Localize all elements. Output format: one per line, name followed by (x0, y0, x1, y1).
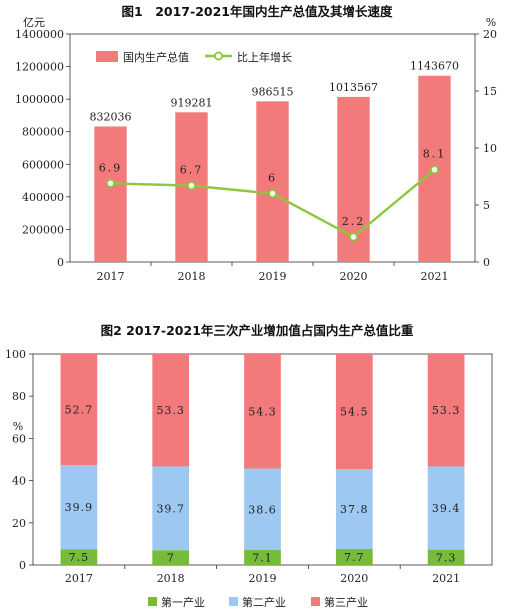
chart1-right-tick-label: 10 (483, 142, 497, 155)
chart1-left-tick-label: 1000000 (15, 93, 64, 106)
share-data-label: 39.9 (65, 501, 94, 514)
chart2-y-tick-label: 20 (12, 517, 26, 530)
share-data-label: 52.7 (65, 403, 94, 416)
legend-label: 第三产业 (324, 595, 368, 609)
share-bar-segment (335, 468, 373, 549)
gdp-growth-chart: 图1 2017-2021年国内生产总值及其增长速度 亿元 % 0 200000 40… (15, 4, 497, 283)
chart1-left-tick-label: 400000 (22, 191, 64, 204)
growth-point (267, 189, 277, 199)
gdp-data-label: 919281 (171, 96, 213, 109)
chart1-right-tick-label: 15 (483, 85, 497, 98)
gdp-data-label: 832036 (90, 110, 132, 123)
growth-point (348, 232, 358, 242)
share-bar-segment (335, 548, 373, 565)
gdp-data-label: 1013567 (329, 81, 378, 94)
share-data-label: 54.3 (248, 405, 277, 418)
share-data-label: 53.3 (432, 404, 461, 417)
growth-data-label: 6.7 (180, 164, 204, 177)
legend-growth-label: 比上年增长 (237, 50, 292, 64)
growth-point (186, 181, 196, 191)
chart2-y-unit: % (13, 420, 23, 433)
share-data-label: 37.8 (340, 503, 369, 516)
legend-swatch (148, 597, 157, 606)
chart1-title: 图1 2017-2021年国内生产总值及其增长速度 (122, 4, 393, 19)
chart1-right-unit: % (486, 16, 496, 29)
legend-growth-marker (213, 51, 223, 61)
gdp-bar (256, 101, 289, 262)
chart2-x-tick-label: 2018 (157, 572, 185, 585)
chart2-x-tick-label: 2019 (249, 572, 277, 585)
growth-point (106, 178, 116, 188)
share-data-label: 53.3 (156, 404, 185, 417)
share-data-label: 7.1 (252, 552, 273, 565)
chart2-title: 图2 2017-2021年三次产业增加值占国内生产总值比重 (101, 323, 414, 338)
share-bar-segment (60, 464, 98, 550)
share-bar-segment (152, 354, 190, 467)
chart2-x-tick-label: 2021 (432, 572, 460, 585)
share-data-label: 7.5 (69, 551, 90, 564)
chart2-y-tick-label: 0 (19, 559, 26, 572)
chart1-x-tick-label: 2021 (421, 270, 449, 283)
chart1-left-tick-label: 600000 (22, 158, 64, 171)
chart1-x-tick-label: 2018 (178, 270, 206, 283)
share-bar-segment (427, 354, 465, 467)
share-bar-segment (152, 466, 190, 551)
share-bar-segment (244, 468, 281, 551)
legend-gdp-swatch (96, 51, 118, 62)
legend-gdp-label: 国内生产总值 (123, 50, 189, 64)
share-data-label: 7.7 (344, 551, 365, 564)
growth-data-label: 6.9 (99, 161, 123, 174)
chart2-x-tick-label: 2017 (65, 572, 93, 585)
growth-data-label: 8.1 (423, 148, 447, 161)
legend-swatch (311, 597, 320, 606)
share-bar-segment (152, 550, 190, 565)
chart2-y-tick-label: 60 (12, 432, 26, 445)
growth-data-label: 6 (268, 172, 277, 185)
gdp-bar (94, 126, 127, 262)
chart2-y-tick-label: 40 (12, 475, 26, 488)
share-data-label: 38.6 (248, 503, 277, 516)
chart1-left-tick-label: 1200000 (15, 61, 64, 74)
legend-label: 第二产业 (242, 595, 286, 609)
chart2-x-tick-label: 2020 (340, 572, 368, 585)
chart1-left-tick-label: 1400000 (15, 28, 64, 41)
share-data-label: 7 (167, 552, 175, 565)
share-bar-segment (427, 549, 465, 565)
chart1-x-tick-label: 2019 (259, 270, 287, 283)
legend-label: 第一产业 (161, 595, 205, 609)
share-bar-segment (335, 354, 373, 469)
gdp-data-label: 1143670 (410, 60, 459, 73)
share-bar-segment (244, 550, 281, 565)
share-bar-segment (60, 549, 98, 565)
chart1-left-unit: 亿元 (23, 16, 45, 29)
chart1-left-tick-label: 0 (57, 256, 64, 269)
chart1-right-tick-label: 0 (483, 256, 490, 269)
chart1-x-tick-label: 2017 (97, 270, 125, 283)
chart2-y-tick-label: 100 (5, 348, 26, 361)
share-data-label: 39.7 (156, 502, 185, 515)
growth-point (429, 165, 439, 175)
chart1-left-tick-label: 800000 (22, 126, 64, 139)
share-data-label: 54.5 (340, 405, 369, 418)
industry-share-chart: 图2 2017-2021年三次产业增加值占国内生产总值比重 % 0 20 40 60 8… (5, 323, 493, 609)
share-bar-segment (427, 466, 465, 550)
chart1-x-tick-label: 2020 (340, 270, 368, 283)
chart1-right-tick-label: 5 (483, 199, 490, 212)
gdp-data-label: 986515 (252, 85, 294, 98)
chart2-y-tick-label: 80 (12, 390, 26, 403)
chart1-left-tick-label: 200000 (22, 223, 64, 236)
share-data-label: 7.3 (436, 551, 457, 564)
share-bar-segment (60, 354, 98, 465)
share-data-label: 39.4 (432, 502, 461, 515)
chart1-right-tick-label: 20 (483, 28, 497, 41)
growth-data-label: 2.2 (342, 215, 366, 228)
legend-swatch (229, 597, 238, 606)
share-bar-segment (244, 354, 281, 469)
